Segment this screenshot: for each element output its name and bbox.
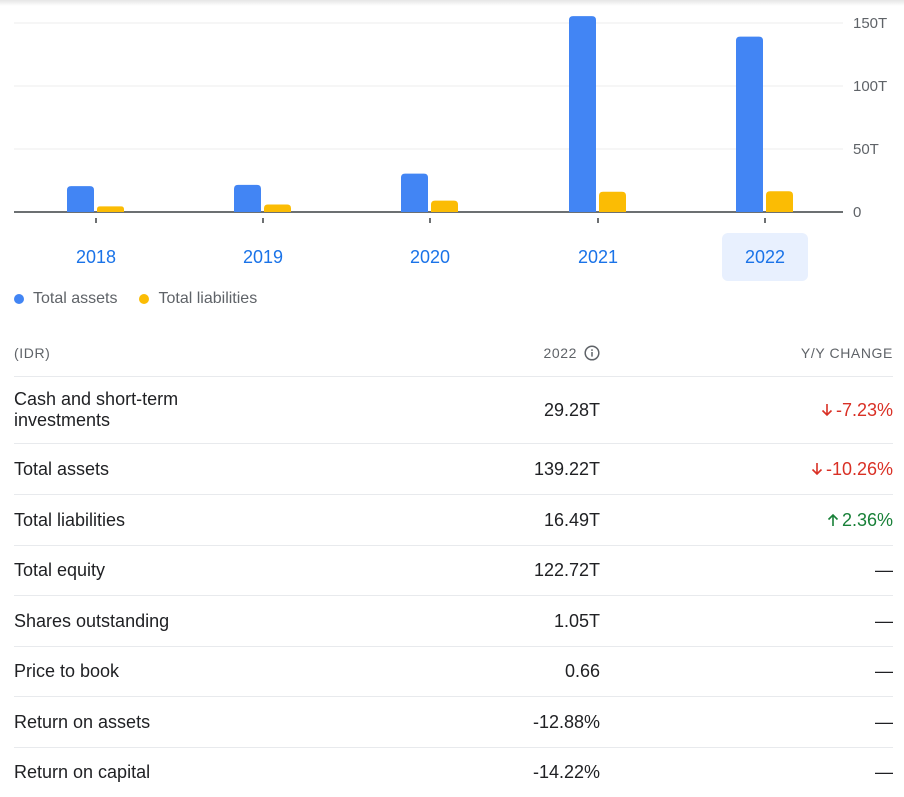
change-dash: — xyxy=(875,661,893,681)
year-button-2018[interactable]: 2018 xyxy=(75,246,117,267)
row-change: -7.23% xyxy=(600,400,893,421)
y-tick-label: 150T xyxy=(853,15,887,32)
row-label: Total assets xyxy=(14,458,110,479)
row-value: -12.88% xyxy=(532,711,600,732)
legend-dot-total-liabilities xyxy=(139,294,150,304)
change-value: -10.26% xyxy=(825,458,893,479)
row-change: — xyxy=(600,611,893,632)
table-row: Shares outstanding 1.05T — xyxy=(14,596,893,647)
y-tick-label: 50T xyxy=(853,141,879,158)
row-value: -14.22% xyxy=(532,762,600,782)
table-row: Price to book 0.66 — xyxy=(14,647,893,697)
table-row: Return on assets -12.88% — xyxy=(14,697,893,748)
arrow-down-icon xyxy=(821,403,833,417)
legend-item-total-liabilities: Total liabilities xyxy=(139,290,257,308)
bar-total-assets-2022 xyxy=(736,36,763,213)
row-change: -10.26% xyxy=(600,459,893,480)
year-button-2019[interactable]: 2019 xyxy=(242,246,284,267)
row-value: 122.72T xyxy=(533,560,600,580)
legend-dot-total-assets xyxy=(14,294,24,304)
change-column-header: Y/Y CHANGE xyxy=(800,345,893,361)
row-change: 2.36% xyxy=(600,510,893,531)
row-label: Total liabilities xyxy=(14,509,126,530)
year-column-header: 2022 xyxy=(294,345,600,361)
year-button-2022[interactable]: 2022 xyxy=(722,233,808,281)
row-value: 1.05T xyxy=(553,610,600,631)
row-label: Return on assets xyxy=(14,711,151,732)
table-row: Return on capital -14.22% — xyxy=(14,748,893,797)
top-shadow xyxy=(0,0,904,6)
bar-chart: 0 50T 100T 150T xyxy=(14,15,887,223)
change-dash: — xyxy=(875,560,893,580)
y-tick-label: 100T xyxy=(853,78,887,95)
change-value: 2.36% xyxy=(841,509,893,530)
bar-total-assets-2018 xyxy=(67,186,94,212)
row-label: Return on capital xyxy=(14,762,151,782)
row-label: Price to book xyxy=(14,661,120,681)
chart-legend: Total assets Total liabilities xyxy=(14,290,279,308)
legend-item-total-assets: Total assets xyxy=(14,290,117,308)
table-row: Total assets 139.22T -10.26% xyxy=(14,444,893,495)
row-change: — xyxy=(600,712,893,733)
row-label: Shares outstanding xyxy=(14,610,170,631)
table-row: Cash and short-term investments 29.28T -7.… xyxy=(14,377,893,444)
bar-total-liabilities-2022 xyxy=(766,191,793,212)
change-value: -7.23% xyxy=(835,399,893,420)
change-dash: — xyxy=(875,711,893,732)
row-change: — xyxy=(600,560,893,581)
row-change: — xyxy=(600,762,893,783)
row-value: 16.49T xyxy=(543,509,600,530)
bar-total-liabilities-2019 xyxy=(264,204,291,212)
table-header: (IDR) 2022 Y/Y CHANGE xyxy=(14,330,893,377)
currency-label: (IDR) xyxy=(14,344,51,361)
change-dash: — xyxy=(875,610,893,631)
legend-label-total-liabilities: Total liabilities xyxy=(158,290,258,307)
bar-total-liabilities-2018 xyxy=(97,206,124,212)
legend-label-total-assets: Total assets xyxy=(33,290,118,307)
bar-total-assets-2021 xyxy=(569,16,596,212)
table-row: Total liabilities 16.49T 2.36% xyxy=(14,495,893,546)
row-label: Cash and short-term investments xyxy=(14,389,179,430)
table-row: Total equity 122.72T — xyxy=(14,546,893,596)
year-button-2021[interactable]: 2021 xyxy=(577,246,619,267)
bar-total-assets-2020 xyxy=(401,173,428,212)
arrow-down-icon xyxy=(811,462,823,476)
row-value: 0.66 xyxy=(564,661,600,681)
year-column-label: 2022 xyxy=(543,345,577,361)
row-change: — xyxy=(600,661,893,682)
bar-total-liabilities-2020 xyxy=(431,200,458,212)
row-label: Total equity xyxy=(14,560,106,580)
row-value: 139.22T xyxy=(533,458,600,479)
bar-total-assets-2019 xyxy=(234,184,261,212)
bar-total-liabilities-2021 xyxy=(599,191,626,212)
year-button-2020[interactable]: 2020 xyxy=(409,246,451,267)
table-body: Cash and short-term investments 29.28T -7.… xyxy=(14,377,893,797)
balance-sheet-table: (IDR) 2022 Y/Y CHANGE Cash and short-ter… xyxy=(14,330,893,797)
change-dash: — xyxy=(875,762,893,782)
arrow-up-icon xyxy=(827,513,839,527)
row-value: 29.28T xyxy=(543,399,600,420)
info-icon[interactable] xyxy=(584,345,600,361)
y-tick-label: 0 xyxy=(853,204,861,221)
